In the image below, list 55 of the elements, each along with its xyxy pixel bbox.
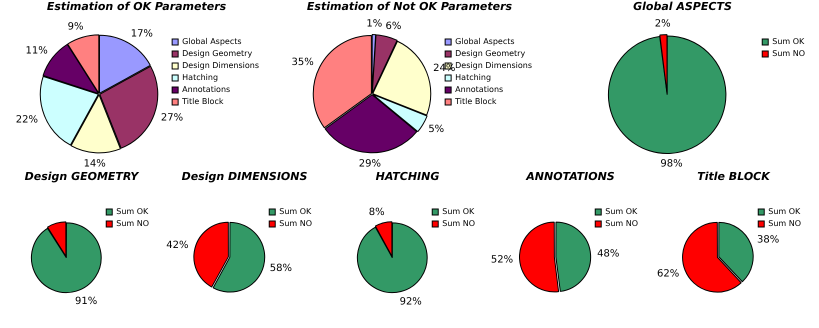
chart-title: Design GEOMETRY <box>24 170 140 184</box>
legend-label: Sum NO <box>768 219 801 228</box>
chart-title: Estimation of Not OK Parameters <box>306 0 514 14</box>
data-label: 14% <box>84 158 106 170</box>
chart-title: ANNOTATIONS <box>524 170 616 184</box>
chart-title: Estimation of OK Parameters <box>46 0 228 14</box>
data-label: 92% <box>400 296 422 308</box>
legend-label: Design Geometry <box>455 49 526 58</box>
legend-label: Annotations <box>455 85 504 94</box>
legend-label: Sum OK <box>279 207 312 216</box>
chart-title: Global ASPECTS <box>632 0 733 14</box>
data-label: 24% <box>433 62 456 74</box>
data-label: 29% <box>358 158 381 170</box>
legend-label: Title Block <box>454 97 497 106</box>
legend-label: Sum NO <box>442 219 475 228</box>
data-label: 38% <box>756 234 780 246</box>
legend-label: Sum NO <box>279 219 312 228</box>
legend-label: Global Aspects <box>455 37 515 46</box>
chart-title: Design DIMENSIONS <box>180 170 308 184</box>
legend-label: Sum OK <box>772 37 806 46</box>
legend-label: Hatching <box>455 73 492 82</box>
chart-title: HATCHING <box>374 170 440 184</box>
legend-label: Sum OK <box>768 207 802 216</box>
data-label: 48% <box>597 248 620 260</box>
data-label: 91% <box>74 296 98 307</box>
legend-label: Annotations <box>182 85 230 94</box>
legend-label: Design Geometry <box>182 49 252 58</box>
data-label: 27% <box>160 112 184 124</box>
data-label: 52% <box>490 254 514 266</box>
data-label: 58% <box>270 263 292 274</box>
legend-label: Design Dimensions <box>182 61 260 70</box>
legend-label: Sum OK <box>442 207 476 216</box>
legend-label: Title Block <box>181 97 224 106</box>
legend-label: Sum NO <box>605 219 638 228</box>
legend-label: Global Aspects <box>182 37 242 46</box>
data-label: 2% <box>654 18 671 30</box>
data-label: 1% <box>366 18 382 30</box>
data-label: 22% <box>16 114 38 126</box>
legend-label: Sum NO <box>116 219 149 228</box>
data-label: 98% <box>660 158 683 170</box>
legend-label: Hatching <box>182 73 218 82</box>
legend-label: Sum NO <box>772 49 805 58</box>
data-label: 9% <box>68 21 84 32</box>
data-label: 17% <box>130 28 153 40</box>
data-label: 11% <box>26 46 48 57</box>
legend-label: Sum OK <box>605 207 638 216</box>
data-label: 35% <box>291 56 314 68</box>
data-label: 42% <box>166 240 188 252</box>
legend-label: Sum OK <box>116 207 150 216</box>
legend-label: Design Dimensions <box>455 61 532 70</box>
chart-title: Title BLOCK <box>696 170 772 184</box>
data-label: 6% <box>385 20 402 32</box>
data-label: 62% <box>657 268 680 280</box>
data-label: 5% <box>428 124 444 136</box>
data-label: 8% <box>368 206 385 218</box>
